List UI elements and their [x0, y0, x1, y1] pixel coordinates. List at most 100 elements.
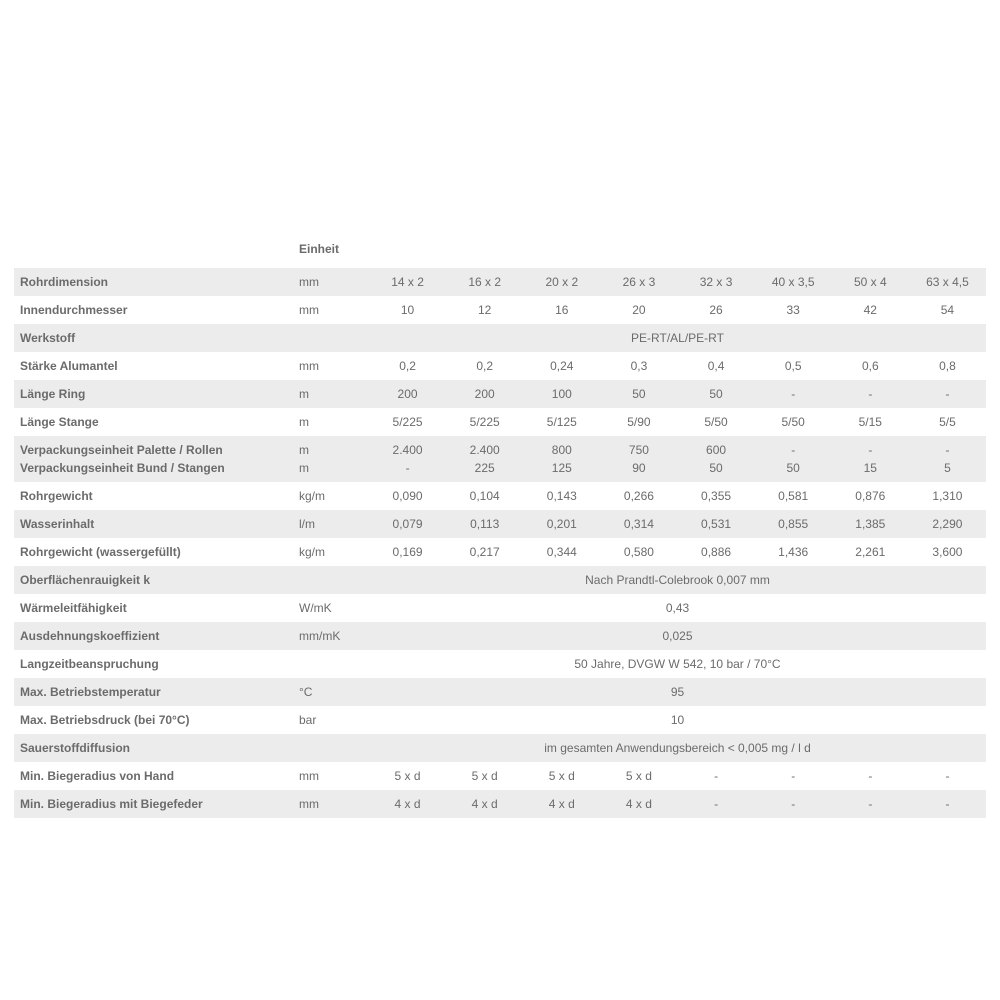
- cell: 750: [600, 441, 677, 459]
- row-values: 5/2255/2255/1255/905/505/505/155/5: [369, 415, 986, 429]
- cell: 1,436: [755, 545, 832, 559]
- cell: 1,310: [909, 489, 986, 503]
- row-values-line: 2.4002.400800750600---: [369, 441, 986, 459]
- cell: 0,266: [600, 489, 677, 503]
- cell: 0,580: [600, 545, 677, 559]
- cell: 0,24: [523, 359, 600, 373]
- cell: 5 x d: [446, 769, 523, 783]
- cell: 20 x 2: [523, 275, 600, 289]
- row-label: Oberflächenrauigkeit k: [14, 573, 299, 587]
- cell: 50: [678, 459, 755, 477]
- table-row: Langzeitbeanspruchung50 Jahre, DVGW W 54…: [14, 650, 986, 678]
- cell: 14 x 2: [369, 275, 446, 289]
- cell: 0,8: [909, 359, 986, 373]
- cell: -: [832, 387, 909, 401]
- row-values: 0,20,20,240,30,40,50,60,8: [369, 359, 986, 373]
- cell: 63 x 4,5: [909, 275, 986, 289]
- cell: 0,886: [678, 545, 755, 559]
- row-span-value: 0,025: [369, 629, 986, 643]
- row-span-value: PE-RT/AL/PE-RT: [369, 331, 986, 345]
- cell: 5/15: [832, 415, 909, 429]
- cell: 3,600: [909, 545, 986, 559]
- cell: 5/90: [600, 415, 677, 429]
- row-values-line: -225125905050155: [369, 459, 986, 477]
- row-span-value: 0,43: [369, 601, 986, 615]
- cell: 100: [523, 387, 600, 401]
- cell: 5/225: [369, 415, 446, 429]
- cell: -: [832, 797, 909, 811]
- row-span-value: 95: [369, 685, 986, 699]
- table-header-row: Einheit: [14, 230, 986, 268]
- cell: 5/5: [909, 415, 986, 429]
- cell: 0,104: [446, 489, 523, 503]
- cell: 125: [523, 459, 600, 477]
- cell: 16: [523, 303, 600, 317]
- table-row: Rohrgewichtkg/m0,0900,1040,1430,2660,355…: [14, 482, 986, 510]
- row-label: Verpackungseinheit Bund / Stangen: [20, 459, 299, 477]
- row-unit: m: [299, 387, 369, 401]
- cell: 90: [600, 459, 677, 477]
- cell: 0,6: [832, 359, 909, 373]
- cell: 2.400: [369, 441, 446, 459]
- row-values: 14 x 216 x 220 x 226 x 332 x 340 x 3,550…: [369, 275, 986, 289]
- cell: 225: [446, 459, 523, 477]
- cell: 4 x d: [369, 797, 446, 811]
- cell: -: [678, 769, 755, 783]
- cell: -: [832, 769, 909, 783]
- row-label: Länge Stange: [14, 415, 299, 429]
- row-unit: mm: [299, 303, 369, 317]
- row-label: Rohrdimension: [14, 275, 299, 289]
- cell: 200: [446, 387, 523, 401]
- row-unit: mm/mK: [299, 629, 369, 643]
- cell: 50: [678, 387, 755, 401]
- table-row: Rohrgewicht (wassergefüllt)kg/m0,1690,21…: [14, 538, 986, 566]
- cell: 4 x d: [600, 797, 677, 811]
- table-row: Verpackungseinheit Palette / RollenVerpa…: [14, 436, 986, 482]
- cell: 0,079: [369, 517, 446, 531]
- cell: 1,385: [832, 517, 909, 531]
- cell: 5/225: [446, 415, 523, 429]
- cell: -: [909, 441, 986, 459]
- cell: -: [369, 459, 446, 477]
- row-unit: °C: [299, 685, 369, 699]
- cell: 5/50: [755, 415, 832, 429]
- row-unit: m: [299, 441, 369, 459]
- cell: -: [678, 797, 755, 811]
- cell: 2.400: [446, 441, 523, 459]
- row-unit: m: [299, 415, 369, 429]
- cell: 10: [369, 303, 446, 317]
- cell: 5/50: [678, 415, 755, 429]
- cell: 54: [909, 303, 986, 317]
- table-row: Min. Biegeradius von Handmm5 x d5 x d5 x…: [14, 762, 986, 790]
- cell: 600: [678, 441, 755, 459]
- cell: 0,201: [523, 517, 600, 531]
- row-values: 4 x d4 x d4 x d4 x d----: [369, 797, 986, 811]
- cell: -: [755, 769, 832, 783]
- row-unit: mm: [299, 359, 369, 373]
- table-row: WärmeleitfähigkeitW/mK0,43: [14, 594, 986, 622]
- cell: 0,355: [678, 489, 755, 503]
- cell: 15: [832, 459, 909, 477]
- row-unit: bar: [299, 713, 369, 727]
- row-unit: kg/m: [299, 489, 369, 503]
- row-values-stack: 2.4002.400800750600----225125905050155: [369, 441, 986, 477]
- row-span-value: Nach Prandtl-Colebrook 0,007 mm: [369, 573, 986, 587]
- cell: 2,261: [832, 545, 909, 559]
- row-span-value: im gesamten Anwendungsbereich < 0,005 mg…: [369, 741, 986, 755]
- cell: 0,876: [832, 489, 909, 503]
- cell: 5 x d: [600, 769, 677, 783]
- row-label: Rohrgewicht: [14, 489, 299, 503]
- cell: 0,531: [678, 517, 755, 531]
- spec-table: Einheit Rohrdimensionmm14 x 216 x 220 x …: [14, 230, 986, 818]
- cell: 12: [446, 303, 523, 317]
- cell: 42: [832, 303, 909, 317]
- table-row: Max. Betriebsdruck (bei 70°C)bar10: [14, 706, 986, 734]
- cell: -: [909, 387, 986, 401]
- row-values: 0,1690,2170,3440,5800,8861,4362,2613,600: [369, 545, 986, 559]
- cell: 20: [600, 303, 677, 317]
- cell: 40 x 3,5: [755, 275, 832, 289]
- table-row: Sauerstoffdiffusionim gesamten Anwendung…: [14, 734, 986, 762]
- cell: -: [909, 769, 986, 783]
- cell: 5 x d: [369, 769, 446, 783]
- table-row: Rohrdimensionmm14 x 216 x 220 x 226 x 33…: [14, 268, 986, 296]
